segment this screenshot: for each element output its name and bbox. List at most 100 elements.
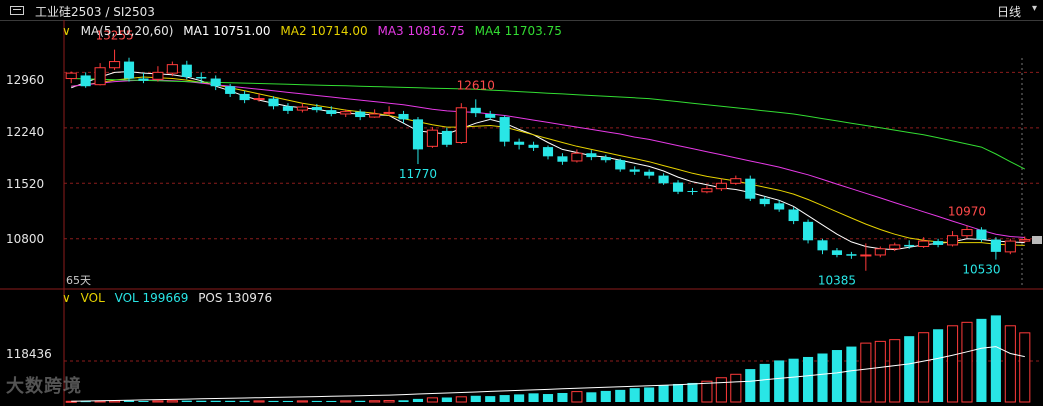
- volume-bar: [644, 387, 655, 402]
- period-selector[interactable]: 日线: [996, 5, 1021, 19]
- volume-bar: [80, 401, 91, 403]
- candle-body: [383, 111, 395, 114]
- volume-bar: [860, 342, 872, 403]
- candle-body: [586, 153, 597, 158]
- volume-bar: [455, 396, 467, 403]
- candle-body: [225, 86, 236, 94]
- candle-body: [239, 93, 250, 101]
- candle-body: [803, 221, 814, 241]
- volume-bar: [817, 353, 828, 402]
- volume-bar: [485, 396, 496, 402]
- volume-bar: [470, 395, 481, 402]
- volume-bar: [759, 363, 770, 402]
- candle-body: [658, 175, 669, 184]
- candle-body: [355, 111, 366, 118]
- candle-body: [499, 117, 510, 142]
- volume-bar: [239, 400, 250, 402]
- volume-bar: [990, 315, 1001, 402]
- volume-bar: [499, 395, 510, 402]
- candle-body: [426, 129, 438, 147]
- candle-body: [889, 244, 901, 250]
- volume-bar: [196, 400, 207, 402]
- volume-bar: [282, 400, 293, 402]
- volume-legend: ∨ VOL VOL 199669 POS 130976: [62, 291, 278, 305]
- candle-body: [311, 107, 322, 111]
- volume-bar: [918, 332, 930, 403]
- candle-body: [701, 188, 713, 193]
- volume-bar: [658, 385, 669, 402]
- candle-body: [976, 229, 987, 240]
- volume-bar: [946, 325, 959, 403]
- position-line: [71, 346, 1025, 402]
- candle-body: [398, 113, 409, 120]
- volume-bar: [904, 336, 915, 402]
- volume-bar: [615, 389, 626, 402]
- price-annotation: 13255: [95, 29, 133, 43]
- y-tick-label: 11520: [6, 177, 45, 191]
- candle-body: [528, 144, 539, 148]
- volume-bar: [1019, 332, 1031, 403]
- vol-indicator-label[interactable]: VOL: [80, 291, 105, 305]
- candle-body: [441, 130, 452, 145]
- volume-bar: [889, 339, 901, 403]
- volume-bar: [355, 400, 366, 402]
- candle-body: [369, 113, 381, 118]
- volume-bar: [745, 369, 756, 402]
- candle-body: [80, 75, 91, 87]
- candle-body: [65, 72, 77, 80]
- candle-body: [123, 61, 135, 79]
- volume-bar: [123, 400, 135, 402]
- candle-body: [918, 240, 930, 247]
- volume-bar: [933, 329, 944, 402]
- volume-bar: [225, 400, 236, 402]
- volume-bar: [138, 400, 149, 402]
- candle-body: [1019, 239, 1031, 242]
- ma3-value: MA3 10816.75: [377, 24, 465, 38]
- candle-body: [94, 67, 106, 86]
- candle-body: [990, 239, 1001, 252]
- volume-bar: [369, 400, 381, 403]
- candle-body: [196, 76, 207, 79]
- volume-bar: [210, 400, 221, 402]
- ma-params[interactable]: MA(5,10,20,60): [80, 24, 174, 38]
- volume-legend-caret[interactable]: ∨: [62, 291, 71, 305]
- ma-legend: ∨ MA(5,10,20,60) MA1 10751.00 MA2 10714.…: [62, 24, 568, 38]
- candle-body: [138, 78, 149, 81]
- bar-count-label: 65天: [66, 274, 91, 287]
- volume-bar: [557, 392, 568, 402]
- candle-body: [774, 203, 785, 210]
- candle-body: [514, 141, 525, 145]
- volume-bar: [441, 397, 452, 402]
- volume-bar: [311, 400, 322, 402]
- volume-bar: [586, 392, 597, 402]
- candle-body: [946, 235, 959, 246]
- candle-body: [961, 229, 973, 237]
- candle-body: [788, 209, 799, 222]
- volume-bar: [687, 382, 698, 402]
- pos-value: POS 130976: [198, 291, 273, 305]
- volume-bar: [715, 377, 727, 403]
- volume-bar: [268, 400, 279, 402]
- volume-bar: [181, 400, 192, 402]
- candle-body: [542, 147, 554, 157]
- candle-body: [644, 171, 655, 176]
- candle-body: [412, 119, 424, 150]
- volume-bar: [672, 383, 684, 402]
- ma2-value: MA2 10714.00: [280, 24, 368, 38]
- volume-bar: [253, 400, 265, 403]
- menu-icon[interactable]: [10, 6, 24, 15]
- candle-body: [730, 178, 742, 184]
- candle-body: [557, 156, 568, 162]
- candle-body: [571, 152, 583, 162]
- watermark-logo: 大数跨境: [6, 376, 82, 397]
- y-tick-label: 12240: [6, 125, 45, 139]
- legend-caret[interactable]: ∨: [62, 24, 71, 38]
- volume-bar: [701, 380, 713, 403]
- price-annotation: 11770: [399, 167, 437, 181]
- candle-body: [326, 110, 337, 114]
- candle-body: [166, 64, 178, 74]
- ma2-line: [71, 76, 1025, 246]
- chevron-down-icon[interactable]: ▾: [1031, 3, 1037, 14]
- volume-bar: [571, 391, 583, 403]
